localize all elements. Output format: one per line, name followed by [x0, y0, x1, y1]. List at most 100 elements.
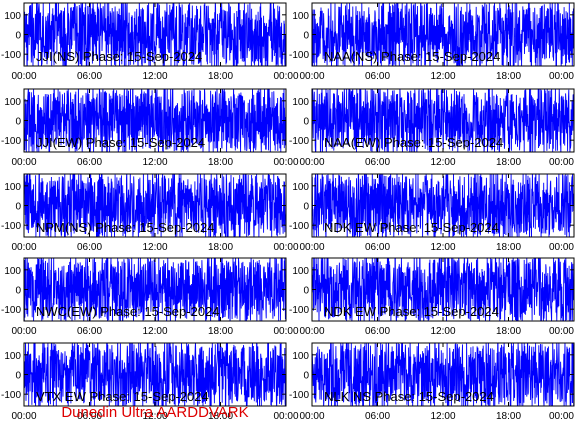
- footer-label: Dunedin Ultra AARDDVARK: [61, 404, 249, 421]
- phase-series-line: [24, 89, 286, 152]
- x-tick-label: 12:00: [142, 71, 167, 82]
- y-tick-label: 0: [303, 117, 309, 128]
- x-tick-label: 00:00: [273, 242, 298, 253]
- x-tick-label: 12:00: [142, 157, 167, 168]
- y-tick-label: 100: [292, 351, 309, 362]
- y-tick-label: -100: [289, 305, 309, 316]
- panel-title: VTX EW Phase: 15-Sep-2024: [36, 389, 209, 404]
- x-tick-label: 06:00: [365, 157, 390, 168]
- y-tick-label: -100: [289, 50, 309, 61]
- x-tick-label: 12:00: [430, 326, 455, 337]
- x-tick-label: 12:00: [430, 157, 455, 168]
- panel-title: NPM(NS) Phase: 15-Sep-2024: [36, 220, 214, 235]
- phase-series-line: [312, 258, 574, 321]
- x-tick-label: 00:00: [299, 411, 324, 422]
- x-tick-label: 00:00: [273, 157, 298, 168]
- x-tick-label: 18:00: [496, 157, 521, 168]
- panel-title: JJI(EW) Phase: 15-Sep-2024: [36, 135, 205, 150]
- x-tick-label: 18:00: [208, 157, 233, 168]
- y-tick-label: 100: [292, 266, 309, 277]
- phase-series-line: [24, 343, 286, 406]
- y-tick-label: 0: [303, 371, 309, 382]
- x-tick-label: 00:00: [273, 326, 298, 337]
- x-tick-label: 00:00: [11, 242, 36, 253]
- x-tick-label: 00:00: [549, 326, 574, 337]
- phase-series-line: [24, 174, 286, 237]
- x-tick-label: 00:00: [299, 242, 324, 253]
- x-tick-label: 18:00: [496, 411, 521, 422]
- y-tick-label: -100: [1, 136, 21, 147]
- x-tick-label: 12:00: [142, 411, 167, 422]
- y-tick-label: 0: [303, 286, 309, 297]
- panel-title: JJI(NS) Phase: 15-Sep-2024: [36, 49, 202, 64]
- x-tick-label: 00:00: [273, 411, 298, 422]
- x-tick-label: 00:00: [11, 157, 36, 168]
- x-tick-label: 18:00: [208, 326, 233, 337]
- x-tick-label: 06:00: [365, 326, 390, 337]
- y-tick-label: -100: [1, 221, 21, 232]
- x-tick-label: 06:00: [365, 71, 390, 82]
- x-tick-label: 06:00: [77, 157, 102, 168]
- x-tick-label: 00:00: [11, 326, 36, 337]
- x-tick-label: 18:00: [496, 326, 521, 337]
- y-tick-label: 100: [4, 182, 21, 193]
- x-tick-label: 00:00: [549, 157, 574, 168]
- phase-series-line: [312, 89, 574, 152]
- panel-title: NLK NS Phase: 15-Sep-2024: [324, 389, 494, 404]
- y-tick-label: -100: [1, 390, 21, 401]
- y-tick-label: 100: [4, 266, 21, 277]
- x-tick-label: 18:00: [208, 411, 233, 422]
- y-tick-label: 0: [303, 31, 309, 42]
- x-tick-label: 00:00: [273, 71, 298, 82]
- phase-series-line: [24, 3, 286, 66]
- x-tick-label: 06:00: [77, 411, 102, 422]
- y-tick-label: 0: [15, 371, 21, 382]
- panel-title: NDK EW Phase: 15-Sep-2024: [324, 220, 499, 235]
- x-tick-label: 18:00: [208, 71, 233, 82]
- x-tick-label: 00:00: [549, 411, 574, 422]
- x-tick-label: 18:00: [496, 71, 521, 82]
- x-tick-label: 06:00: [77, 71, 102, 82]
- y-tick-label: 0: [15, 31, 21, 42]
- y-tick-label: -100: [289, 390, 309, 401]
- y-tick-label: 100: [4, 11, 21, 22]
- y-tick-label: 0: [15, 117, 21, 128]
- x-tick-label: 06:00: [365, 411, 390, 422]
- panel-title: NAA(EW) Phase: 15-Sep-2024: [324, 135, 503, 150]
- x-tick-label: 00:00: [299, 326, 324, 337]
- x-tick-label: 12:00: [142, 326, 167, 337]
- x-tick-label: 00:00: [299, 71, 324, 82]
- y-tick-label: -100: [1, 305, 21, 316]
- y-tick-label: 0: [303, 202, 309, 213]
- x-tick-label: 12:00: [430, 411, 455, 422]
- x-tick-label: 06:00: [77, 242, 102, 253]
- x-tick-label: 06:00: [77, 326, 102, 337]
- y-tick-label: -100: [1, 50, 21, 61]
- panel-title: NWC(EW) Phase: 15-Sep-2024: [36, 304, 220, 319]
- x-tick-label: 00:00: [549, 71, 574, 82]
- panel-title: NDK EW Phase: 15-Sep-2024: [324, 304, 499, 319]
- phase-series-line: [312, 343, 574, 406]
- y-tick-label: 0: [15, 286, 21, 297]
- x-tick-label: 00:00: [299, 157, 324, 168]
- panel-title: NAA(NS) Phase: 15-Sep-2024: [324, 49, 500, 64]
- y-tick-label: 100: [4, 351, 21, 362]
- x-tick-label: 12:00: [142, 242, 167, 253]
- y-tick-label: 100: [292, 97, 309, 108]
- y-tick-label: 100: [4, 97, 21, 108]
- phase-series-line: [312, 3, 574, 66]
- x-tick-label: 06:00: [365, 242, 390, 253]
- x-tick-label: 12:00: [430, 71, 455, 82]
- x-tick-label: 00:00: [11, 71, 36, 82]
- x-tick-label: 12:00: [430, 242, 455, 253]
- phase-series-line: [24, 258, 286, 321]
